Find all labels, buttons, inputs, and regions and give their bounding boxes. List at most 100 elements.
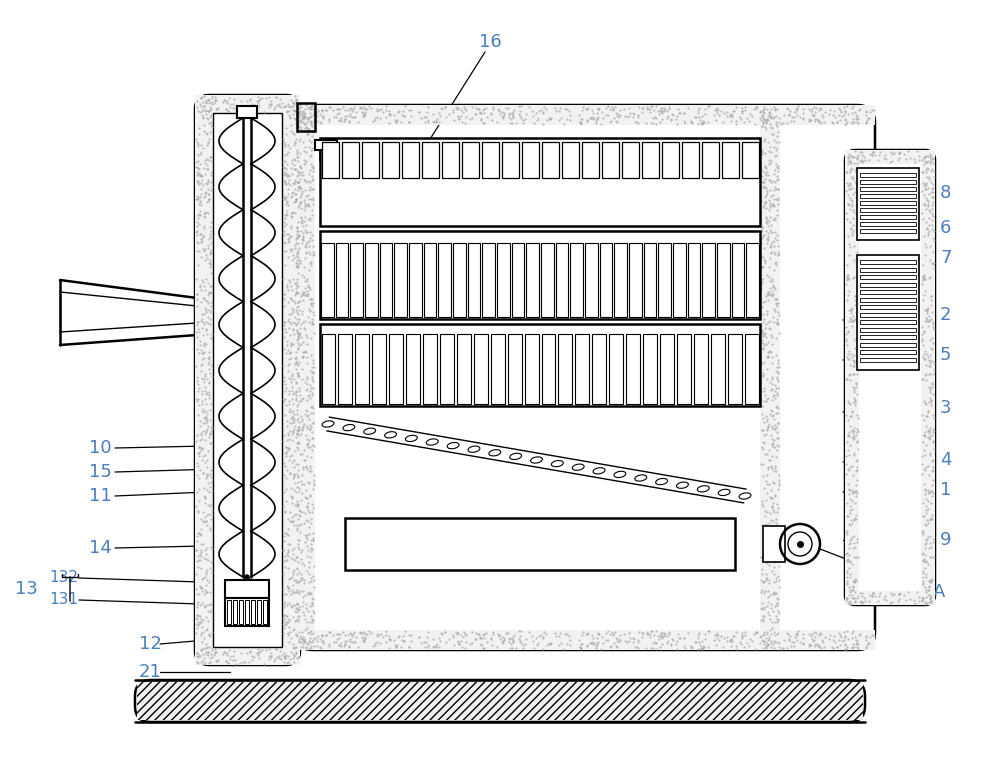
Bar	[195, 647, 300, 665]
Bar	[860, 260, 916, 264]
Bar	[860, 229, 916, 233]
Ellipse shape	[385, 431, 396, 438]
Bar	[702, 243, 715, 317]
Bar	[660, 334, 674, 404]
Bar	[338, 334, 352, 404]
Bar	[491, 334, 505, 404]
Bar	[482, 142, 498, 178]
Bar	[233, 600, 237, 624]
Bar	[237, 106, 257, 118]
Text: 4: 4	[940, 451, 952, 469]
Ellipse shape	[426, 439, 438, 445]
Text: 9: 9	[940, 531, 952, 549]
Bar	[137, 682, 863, 720]
Bar	[921, 150, 935, 605]
Bar	[245, 600, 249, 624]
Bar	[582, 142, 598, 178]
Bar	[562, 142, 578, 178]
Bar	[860, 342, 916, 347]
Bar	[760, 105, 780, 650]
Text: 3: 3	[940, 399, 952, 417]
Bar	[362, 142, 378, 178]
Bar	[860, 208, 916, 212]
Bar	[508, 334, 522, 404]
Bar	[745, 334, 759, 404]
Bar	[662, 142, 678, 178]
Text: 2: 2	[940, 306, 952, 324]
Bar	[860, 335, 916, 339]
Bar	[622, 142, 639, 178]
Bar	[845, 150, 859, 605]
Bar	[322, 142, 338, 178]
Ellipse shape	[718, 489, 730, 495]
Ellipse shape	[531, 457, 542, 463]
Text: 132: 132	[49, 571, 78, 585]
Ellipse shape	[739, 493, 751, 499]
Bar	[609, 334, 623, 404]
Bar	[742, 142, 759, 178]
Bar	[845, 591, 935, 605]
Bar	[860, 290, 916, 294]
Bar	[522, 142, 538, 178]
Bar	[717, 243, 730, 317]
Bar	[626, 334, 640, 404]
Bar	[860, 187, 916, 191]
Bar	[860, 180, 916, 184]
Text: A: A	[933, 583, 945, 601]
Bar	[442, 142, 458, 178]
Bar	[556, 243, 568, 317]
FancyBboxPatch shape	[195, 95, 300, 665]
Bar	[541, 243, 554, 317]
Bar	[406, 334, 420, 404]
Ellipse shape	[364, 428, 376, 434]
Bar	[658, 243, 671, 317]
Bar	[860, 328, 916, 331]
Bar	[336, 243, 348, 317]
Bar	[860, 320, 916, 324]
Text: 1: 1	[940, 481, 951, 499]
Bar	[860, 275, 916, 279]
Ellipse shape	[489, 450, 501, 456]
Bar	[857, 255, 919, 370]
Bar	[860, 194, 916, 198]
Bar	[600, 243, 612, 317]
Bar	[295, 105, 875, 125]
Bar	[502, 142, 518, 178]
Bar	[297, 103, 315, 131]
Bar	[468, 243, 480, 317]
Text: 7: 7	[940, 249, 952, 267]
Ellipse shape	[343, 424, 355, 431]
Bar	[694, 334, 708, 404]
Bar	[860, 312, 916, 317]
Bar	[239, 600, 243, 624]
Bar	[295, 105, 315, 650]
FancyBboxPatch shape	[845, 150, 935, 605]
Bar	[457, 334, 471, 404]
Bar	[860, 268, 916, 271]
Ellipse shape	[593, 468, 605, 474]
Text: 12: 12	[139, 635, 161, 653]
Bar	[195, 95, 213, 665]
Ellipse shape	[656, 478, 668, 484]
Bar	[195, 95, 300, 113]
Bar	[424, 243, 436, 317]
Bar	[732, 243, 744, 317]
Bar	[409, 243, 422, 317]
Bar	[512, 243, 524, 317]
Text: 8: 8	[940, 184, 951, 202]
Bar	[137, 682, 863, 720]
Text: 5: 5	[940, 346, 952, 364]
Bar	[702, 142, 718, 178]
Bar	[389, 334, 403, 404]
Text: 14: 14	[89, 539, 112, 557]
Bar	[860, 215, 916, 219]
Bar	[394, 243, 407, 317]
Text: 13: 13	[15, 580, 38, 598]
FancyBboxPatch shape	[295, 105, 875, 650]
Bar	[860, 298, 916, 301]
Bar	[860, 282, 916, 287]
Bar	[644, 243, 656, 317]
Text: 131: 131	[49, 592, 78, 608]
Bar	[682, 142, 698, 178]
Bar	[614, 243, 627, 317]
